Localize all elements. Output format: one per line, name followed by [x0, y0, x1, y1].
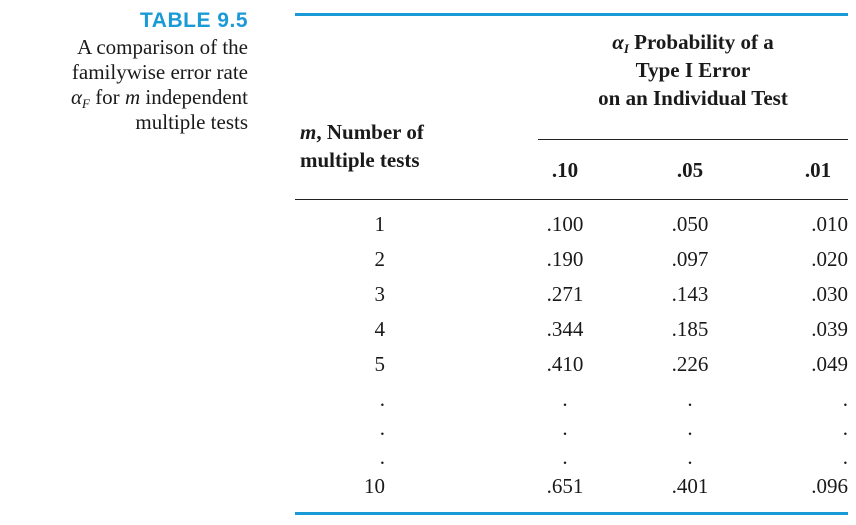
m-value: 5 [374, 352, 386, 376]
cell-value: . [842, 416, 848, 440]
caption-line-2: familywise error rate [71, 60, 248, 84]
cell-value: .049 [811, 352, 848, 376]
cell-value: .030 [811, 282, 848, 306]
cell-value: .097 [671, 247, 709, 271]
ellipsis-row: . . . . [0, 445, 856, 475]
cell-value: . [562, 445, 568, 469]
m-value: . [379, 445, 385, 469]
top-rule [295, 13, 848, 16]
m-value: . [379, 416, 385, 440]
table-row: 1 .100 .050 .010 [0, 212, 856, 242]
table-row: 10 .651 .401 .096 [0, 474, 856, 504]
table-caption: TABLE 9.5 A comparison of the familywise… [0, 8, 248, 135]
cell-value: . [842, 387, 848, 411]
cell-value: .344 [546, 317, 584, 341]
cell-value: .010 [811, 212, 848, 236]
cell-value: .401 [671, 474, 709, 498]
cell-value: . [562, 387, 568, 411]
caption-line-4: multiple tests [135, 110, 248, 134]
m-value: . [379, 387, 385, 411]
cell-value: .100 [546, 212, 584, 236]
group-header-rule [538, 139, 848, 140]
m-value: 3 [374, 282, 386, 306]
ellipsis-row: . . . . [0, 416, 856, 446]
alpha-f-symbol: αF [70, 85, 90, 111]
table-number: TABLE 9.5 [140, 9, 248, 32]
cell-value: .271 [546, 282, 584, 306]
caption-text: A comparison of the familywise error rat… [0, 35, 248, 135]
cell-value: .226 [671, 352, 709, 376]
cell-value: .185 [671, 317, 709, 341]
cell-value: . [842, 445, 848, 469]
cell-value: .651 [546, 474, 584, 498]
cell-value: . [687, 416, 693, 440]
bottom-rule [295, 512, 848, 515]
ellipsis-row: . . . . [0, 387, 856, 417]
m-value: 4 [374, 317, 386, 341]
cell-value: .096 [811, 474, 848, 498]
m-column-header: m, Number of multiple tests [300, 120, 424, 172]
cell-value: .050 [671, 212, 709, 236]
table-row: 2 .190 .097 .020 [0, 247, 856, 277]
table-row: 4 .344 .185 .039 [0, 317, 856, 347]
column-header-01: .01 [804, 158, 832, 182]
column-header-05: .05 [676, 158, 704, 182]
m-value: 10 [364, 474, 385, 498]
m-value: 1 [374, 212, 386, 236]
column-header-10: .10 [551, 158, 579, 182]
cell-value: .143 [671, 282, 709, 306]
cell-value: .190 [546, 247, 584, 271]
m-value: 2 [374, 247, 386, 271]
caption-line-3: αF for m independent [70, 85, 248, 111]
cell-value: .020 [811, 247, 848, 271]
caption-line-1: A comparison of the [77, 35, 248, 59]
table-row: 3 .271 .143 .030 [0, 282, 856, 312]
cell-value: . [687, 445, 693, 469]
probability-group-header: αI Probability of a Type I Error on an I… [598, 30, 788, 110]
table-row: 5 .410 .226 .049 [0, 352, 856, 382]
cell-value: . [687, 387, 693, 411]
cell-value: .410 [546, 352, 584, 376]
cell-value: . [562, 416, 568, 440]
cell-value: .039 [811, 317, 848, 341]
header-rule [295, 199, 848, 200]
alpha-i-symbol: αI [612, 30, 629, 56]
